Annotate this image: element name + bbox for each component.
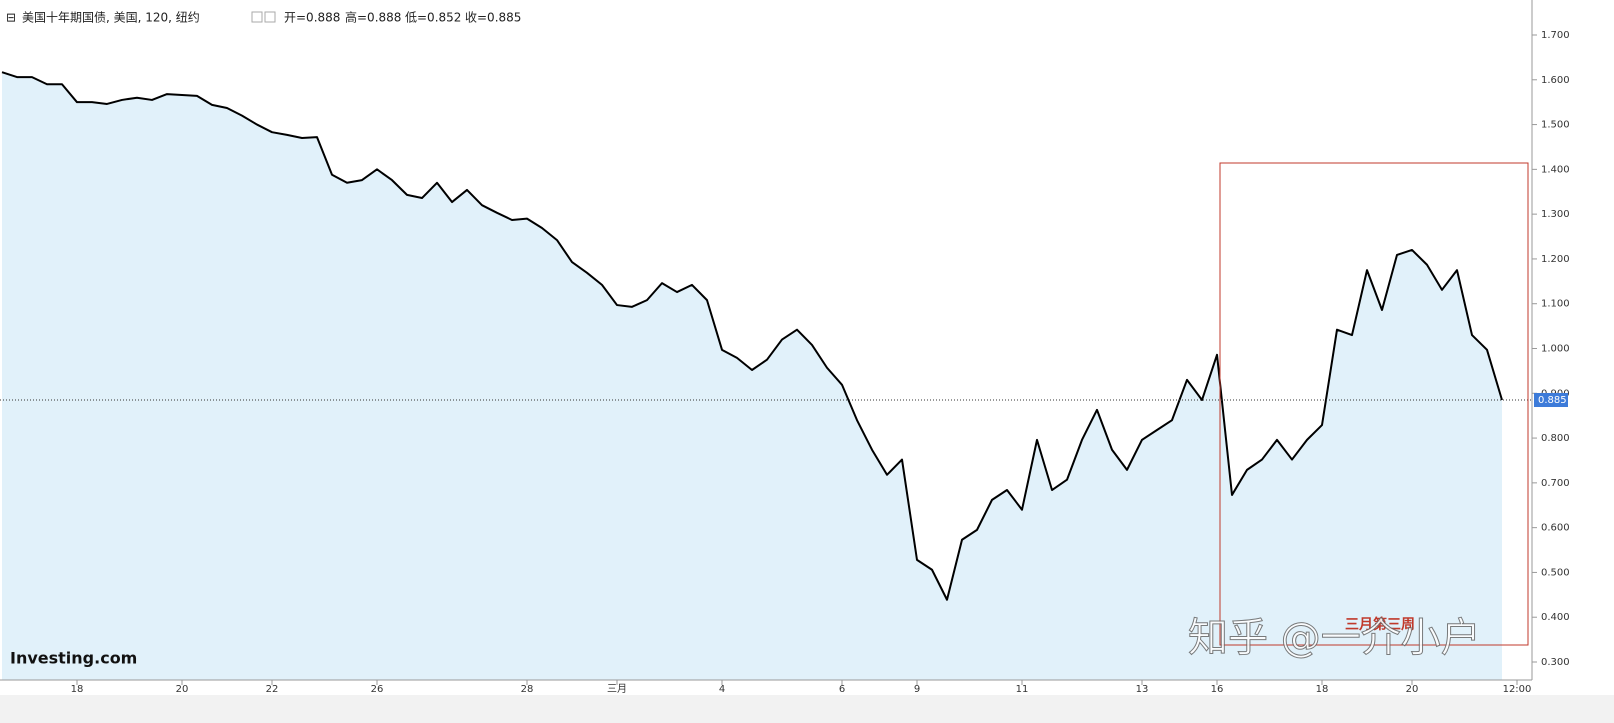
plot — [1, 71, 1503, 681]
y-tick-label: 1.500 — [1541, 120, 1570, 131]
x-tick-label: 4 — [719, 684, 725, 695]
y-tick-label: 0.400 — [1541, 612, 1570, 623]
y-tick-label: 1.700 — [1541, 30, 1570, 41]
annotation-box — [1219, 162, 1529, 646]
y-tick-label: 1.100 — [1541, 299, 1570, 310]
annotation-label: 三月第三周 — [1345, 616, 1415, 633]
y-tick-label: 0.500 — [1541, 567, 1570, 578]
x-tick-label: 28 — [521, 684, 534, 695]
y-tick-label: 0.300 — [1541, 657, 1570, 668]
watermark: 知乎 @一介小户 — [1188, 615, 1481, 661]
ohlc-low: 低=0.852 — [405, 11, 461, 25]
x-tick-label: 20 — [176, 684, 189, 695]
y-tick-label: 1.400 — [1541, 164, 1570, 175]
area — [2, 72, 1502, 681]
x-tick-label: 11 — [1016, 684, 1029, 695]
x-tick-label: 22 — [266, 684, 279, 695]
current-value-label: 0.885 — [1538, 395, 1567, 406]
icon[interactable] — [264, 11, 276, 23]
y-tick-label: 1.200 — [1541, 254, 1570, 265]
chart-title: 美国十年期国债, 美国, 120, 纽约 — [22, 10, 200, 25]
logo: Investing.com — [10, 649, 137, 668]
current-value-box — [1534, 393, 1568, 408]
x-tick-label: 12:00 — [1503, 684, 1532, 695]
y-tick-label: 1.300 — [1541, 209, 1570, 220]
x-tick-label: 9 — [914, 684, 920, 695]
x-tick-label: 26 — [371, 684, 384, 695]
line — [1, 71, 1503, 601]
bottom-strip — [0, 695, 1614, 723]
y-tick-label: 0.700 — [1541, 478, 1570, 489]
x-tick-label: 20 — [1406, 684, 1419, 695]
ohlc-high: 高=0.888 — [345, 10, 401, 25]
y-tick-label: 1.600 — [1541, 75, 1570, 86]
y-tick-label: 0.600 — [1541, 523, 1570, 534]
y-tick-label: 0.800 — [1541, 433, 1570, 444]
ohlc-open: 开=0.888 — [284, 11, 340, 25]
x-tick-label: 13 — [1136, 684, 1149, 695]
x-tick-label: 16 — [1211, 684, 1224, 695]
y-tick-label: 1.000 — [1541, 344, 1570, 355]
toggle-icon[interactable]: ⊟ — [6, 11, 16, 25]
ohlc-close: 收=0.885 — [465, 11, 521, 25]
x-tick-label: 三月 — [607, 683, 627, 695]
x-tick-label: 6 — [839, 684, 845, 695]
x-tick-label: 18 — [1316, 684, 1329, 695]
icon[interactable] — [251, 11, 263, 23]
x-tick-label: 18 — [71, 684, 84, 695]
